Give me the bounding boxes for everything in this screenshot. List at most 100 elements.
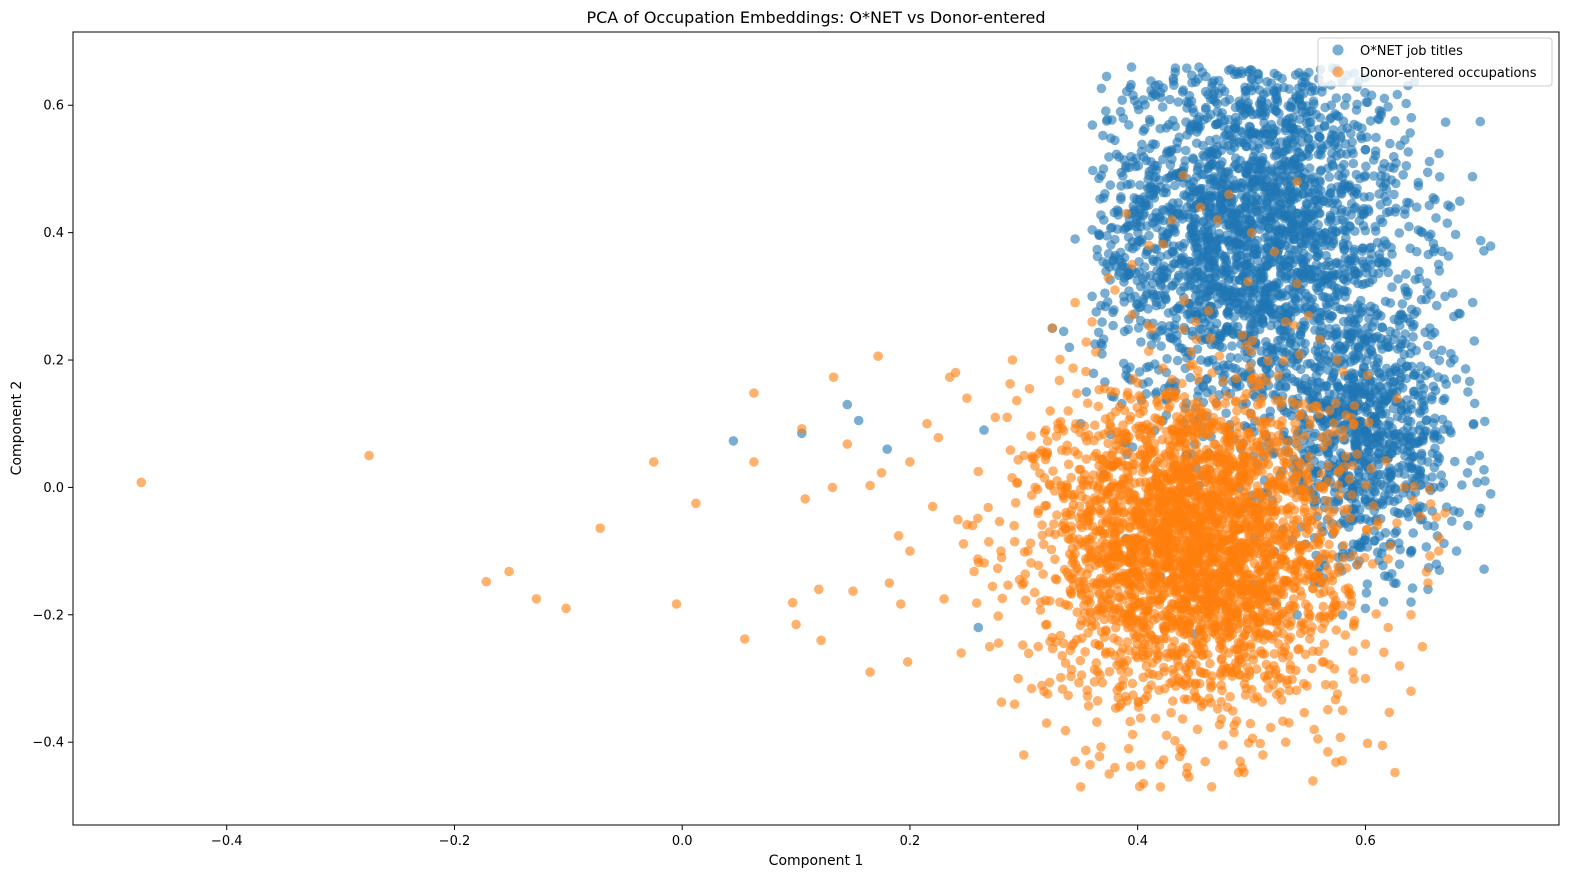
- donor-point: [1101, 516, 1111, 526]
- onet-point: [1151, 272, 1162, 283]
- onet-point: [1277, 164, 1287, 174]
- onet-point: [1240, 215, 1251, 225]
- onet-point: [1406, 399, 1416, 410]
- onet-point: [1429, 431, 1439, 441]
- points-layer: [136, 62, 1496, 792]
- onet-point: [1168, 280, 1178, 291]
- onet-point: [1111, 149, 1122, 160]
- onet-point: [1251, 192, 1261, 202]
- onet-point: [1244, 121, 1255, 132]
- onet-point: [1384, 206, 1395, 217]
- onet-point: [1087, 291, 1097, 302]
- onet-point: [1248, 174, 1259, 185]
- onet-point: [1271, 187, 1281, 197]
- donor-point: [1347, 490, 1357, 500]
- donor-point: [1009, 699, 1020, 709]
- onet-point: [1235, 100, 1245, 110]
- donor-point: [1054, 375, 1065, 386]
- onet-point: [1212, 98, 1223, 109]
- onet-point: [1187, 77, 1197, 88]
- onet-point: [1241, 141, 1252, 152]
- onet-point: [1257, 317, 1268, 328]
- donor-point: [1085, 759, 1095, 770]
- donor-point: [1359, 552, 1370, 563]
- onet-point: [1391, 526, 1402, 536]
- onet-point: [1378, 181, 1389, 192]
- onet-point: [1173, 198, 1183, 208]
- onet-point: [1428, 418, 1439, 428]
- onet-point: [1274, 146, 1285, 157]
- onet-point: [1139, 192, 1149, 202]
- donor-point: [1285, 632, 1296, 643]
- donor-point: [1072, 388, 1082, 399]
- onet-point: [1450, 229, 1461, 240]
- onet-point: [1395, 140, 1405, 151]
- onet-point: [1326, 279, 1337, 290]
- onet-point: [1353, 278, 1363, 289]
- onet-point: [1097, 317, 1107, 327]
- donor-point: [1055, 354, 1065, 365]
- onet-point: [1467, 297, 1478, 308]
- donor-point: [1362, 738, 1373, 749]
- onet-point: [1427, 472, 1437, 482]
- onet-point: [1116, 181, 1126, 191]
- onet-point: [1336, 148, 1346, 159]
- onet-point: [1123, 267, 1133, 277]
- onet-point: [1378, 597, 1389, 607]
- onet-point: [1170, 180, 1180, 191]
- onet-point: [1262, 243, 1272, 253]
- onet-point: [1158, 187, 1169, 198]
- onet-point: [1479, 564, 1489, 574]
- donor-point: [1118, 420, 1128, 430]
- onet-point: [1088, 368, 1099, 379]
- onet-point: [1163, 229, 1173, 239]
- onet-point: [1215, 288, 1226, 298]
- onet-point: [1361, 161, 1371, 172]
- onet-point: [1205, 201, 1215, 211]
- donor-point: [1154, 421, 1164, 431]
- onet-point: [1354, 486, 1365, 497]
- onet-point: [1269, 87, 1279, 97]
- onet-point: [1466, 455, 1476, 466]
- onet-point: [1402, 361, 1413, 372]
- onet-point: [1305, 271, 1315, 281]
- onet-point: [1095, 194, 1105, 204]
- onet-point: [1087, 120, 1098, 130]
- onet-point: [1232, 252, 1242, 263]
- onet-point: [1361, 588, 1372, 598]
- onet-point: [1273, 381, 1283, 391]
- onet-point: [1375, 200, 1386, 210]
- onet-point: [1287, 158, 1298, 169]
- onet-point: [1417, 431, 1428, 442]
- onet-point: [1344, 180, 1355, 190]
- onet-point: [1380, 192, 1390, 202]
- onet-point: [1434, 172, 1445, 182]
- donor-point: [1431, 512, 1442, 522]
- donor-point: [1035, 605, 1046, 615]
- onet-point: [1319, 121, 1330, 131]
- onet-point: [1223, 306, 1234, 317]
- onet-point: [1272, 239, 1283, 250]
- onet-point: [1244, 160, 1254, 170]
- onet-point: [1106, 240, 1116, 250]
- onet-point: [1171, 313, 1182, 323]
- onet-point: [1306, 178, 1316, 188]
- donor-point: [1345, 601, 1355, 611]
- onet-point: [1198, 140, 1208, 151]
- donor-point: [996, 697, 1007, 707]
- onet-point: [1329, 389, 1340, 399]
- donor-point: [1125, 761, 1136, 772]
- onet-point: [1429, 521, 1439, 531]
- onet-point: [1307, 294, 1318, 304]
- onet-point: [1380, 528, 1391, 538]
- onet-point: [1374, 105, 1385, 116]
- donor-point: [987, 581, 998, 592]
- onet-point: [1119, 277, 1129, 287]
- onet-point: [1402, 407, 1413, 418]
- onet-point: [1100, 288, 1110, 299]
- onet-point: [1326, 183, 1337, 193]
- onet-point: [1164, 202, 1174, 212]
- onet-point: [1230, 159, 1241, 170]
- onet-point: [1320, 270, 1330, 281]
- donor-point: [1083, 701, 1094, 711]
